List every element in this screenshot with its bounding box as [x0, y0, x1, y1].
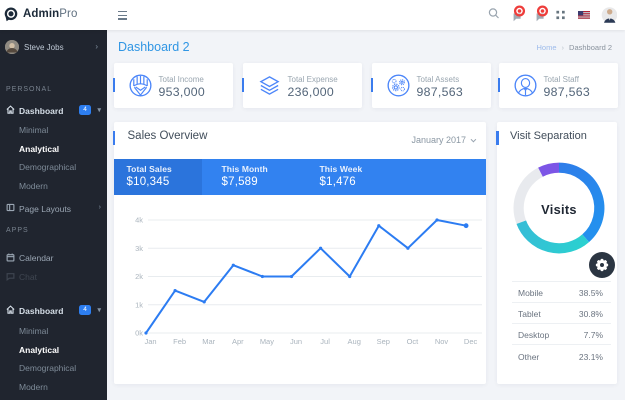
svg-text:0k: 0k	[135, 329, 143, 338]
svg-text:May: May	[259, 337, 273, 346]
svg-text:3k: 3k	[135, 244, 143, 253]
svg-text:4k: 4k	[135, 216, 143, 225]
svg-text:Nov: Nov	[434, 337, 448, 346]
svg-text:Apr: Apr	[231, 337, 243, 346]
svg-text:Aug: Aug	[347, 337, 360, 346]
svg-text:Mar: Mar	[202, 337, 215, 346]
svg-text:Dec: Dec	[463, 337, 477, 346]
svg-text:Oct: Oct	[406, 337, 419, 346]
svg-text:Sep: Sep	[376, 337, 389, 346]
svg-text:Jun: Jun	[289, 337, 301, 346]
svg-text:Feb: Feb	[173, 337, 186, 346]
svg-text:1k: 1k	[135, 300, 143, 309]
svg-text:Jul: Jul	[320, 337, 330, 346]
svg-text:Jan: Jan	[144, 337, 156, 346]
svg-text:2k: 2k	[135, 272, 143, 281]
